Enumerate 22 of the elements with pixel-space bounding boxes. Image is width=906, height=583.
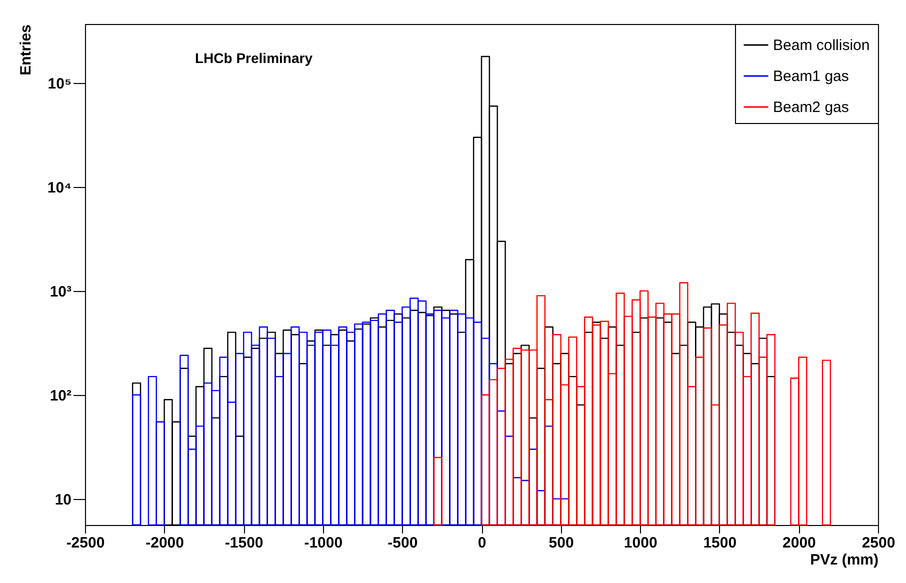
y-axis-title: Entries [17,24,34,76]
x-tick-label: -500 [388,534,418,552]
x-tick-label: -2000 [146,534,184,552]
y-tick-label: 10³ [50,283,72,300]
x-tick-label: -1000 [304,534,343,552]
legend-label: Beam2 gas [773,99,849,116]
x-tick-label: 2500 [862,534,896,552]
x-tick-label: -2500 [66,534,105,552]
x-tick-label: -1500 [224,534,264,552]
legend-label: Beam1 gas [773,68,849,85]
x-tick-label: 1500 [703,534,737,552]
x-tick-label: 1000 [624,534,658,552]
x-tick-label: 500 [548,534,574,552]
annotation: LHCb Preliminary [195,50,313,66]
y-tick-label: 10² [50,387,72,404]
y-tick-label: 10⁵ [48,76,72,93]
legend-label: Beam collision [773,37,870,54]
x-axis-title: PVz (mm) [810,552,879,568]
y-tick-label: 10 [54,491,72,508]
y-tick-label: 10⁴ [47,180,72,196]
x-tick-label: 2000 [782,534,816,552]
x-tick-label: 0 [478,534,486,552]
